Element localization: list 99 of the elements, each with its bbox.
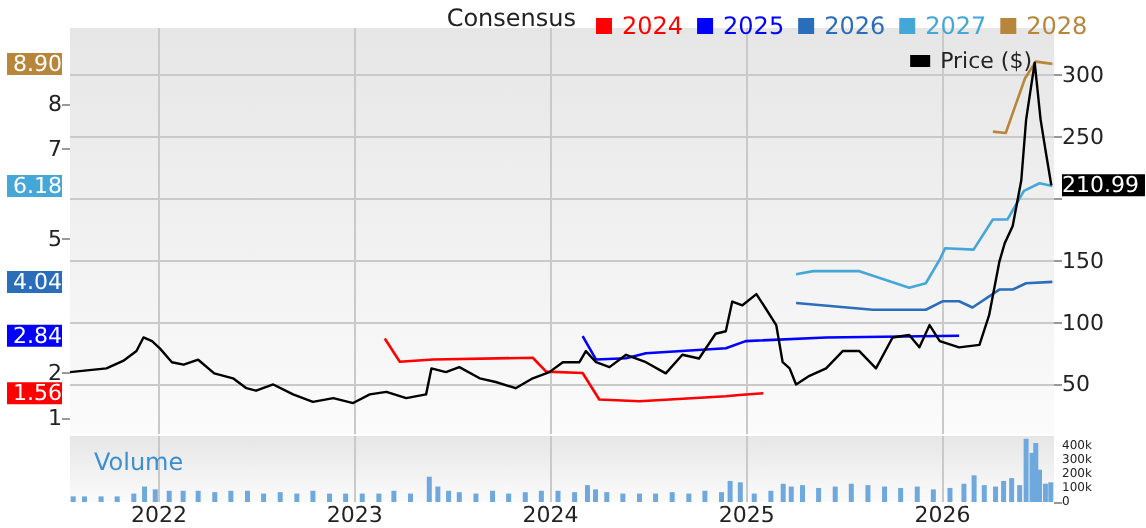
- y2-tick-label: 300: [1062, 62, 1104, 89]
- bar: [538, 490, 544, 502]
- y-tick-label: 6.18: [13, 172, 62, 199]
- bar: [1048, 482, 1054, 502]
- bar: [882, 486, 888, 502]
- bar: [490, 490, 496, 502]
- bar: [261, 493, 267, 502]
- bar: [506, 493, 512, 502]
- bar: [408, 493, 414, 502]
- x-tick-label: 2022: [131, 502, 188, 528]
- legend-label: 2024: [622, 12, 684, 40]
- bar: [737, 482, 743, 502]
- bar: [788, 486, 794, 502]
- bar: [947, 487, 953, 502]
- bar: [620, 493, 626, 502]
- x-tick-label: 2026: [914, 502, 971, 528]
- bar: [166, 490, 172, 502]
- bar: [245, 490, 250, 502]
- bar: [961, 483, 967, 502]
- legend-title: Consensus: [446, 4, 577, 32]
- text: Volume: [94, 448, 184, 476]
- bar: [727, 480, 733, 502]
- bar: [865, 485, 871, 502]
- bar: [669, 492, 675, 502]
- bar: [800, 485, 805, 502]
- bar: [593, 489, 599, 502]
- y-tick-label: 1.56: [13, 380, 62, 407]
- bar: [142, 486, 148, 502]
- legend-label: 2025: [723, 12, 785, 40]
- y2-tick-label: 210.99: [1062, 172, 1139, 199]
- legend-label: 2026: [824, 12, 886, 40]
- bar: [572, 492, 578, 502]
- y-tick-label: 1: [48, 405, 62, 432]
- bar: [719, 492, 725, 502]
- bar: [768, 490, 774, 502]
- bar: [686, 493, 692, 502]
- bar: [555, 490, 561, 502]
- bar: [456, 492, 462, 502]
- bar: [584, 485, 590, 502]
- bar: [930, 489, 936, 502]
- bar: [1009, 478, 1015, 502]
- bar: [376, 493, 382, 502]
- bar: [780, 483, 786, 502]
- bar: [636, 493, 642, 502]
- line-series: [794, 280, 1054, 312]
- bar: [653, 493, 659, 502]
- y-tick-label: 8: [48, 91, 62, 118]
- y2-tick-label: 150: [1062, 247, 1104, 274]
- bar: [81, 496, 87, 502]
- bar: [212, 492, 218, 502]
- bar: [832, 486, 838, 502]
- y2-tick-label: 100: [1062, 309, 1104, 336]
- y-tick-label: 8.90: [13, 50, 62, 77]
- bar: [310, 490, 316, 502]
- x-tick-label: 2023: [326, 502, 383, 528]
- bar: [446, 490, 452, 502]
- y-tick-label: 5: [48, 225, 62, 252]
- x-tick-label: 2024: [522, 502, 579, 528]
- bar: [327, 493, 333, 502]
- bar: [131, 493, 137, 502]
- legend-label: 2028: [1026, 12, 1088, 40]
- y-tick-label: 2.84: [13, 322, 62, 349]
- bar: [751, 493, 757, 502]
- bar: [98, 496, 104, 502]
- bar: [522, 492, 528, 502]
- y2-tick-label: 250: [1062, 123, 1104, 150]
- line-series: [581, 334, 961, 361]
- line-series: [383, 337, 765, 403]
- bar: [702, 490, 708, 502]
- bar: [604, 492, 610, 502]
- bar: [473, 493, 479, 502]
- bar: [426, 476, 432, 502]
- y-tick-label: 4.04: [13, 268, 62, 295]
- legend-label: 2027: [925, 12, 987, 40]
- bar: [277, 492, 283, 502]
- bar: [294, 493, 300, 502]
- bar: [343, 493, 349, 502]
- bar: [70, 496, 76, 502]
- bar: [114, 496, 120, 502]
- legend-label: Price ($): [940, 48, 1033, 74]
- bar: [898, 487, 904, 502]
- bar: [391, 490, 397, 502]
- bar: [180, 490, 186, 502]
- line-series: [794, 181, 1054, 290]
- y2-tick-label: 50: [1062, 371, 1090, 398]
- x-tick-label: 2025: [718, 502, 775, 528]
- bar: [1001, 480, 1007, 502]
- y-tick-label: 7: [48, 136, 62, 163]
- bar: [1023, 438, 1029, 502]
- bar: [152, 489, 158, 502]
- bar: [971, 475, 977, 502]
- bar: [848, 483, 854, 502]
- bar: [816, 487, 822, 502]
- bar: [993, 486, 999, 502]
- bar: [359, 493, 365, 502]
- bar: [914, 486, 920, 502]
- bar: [195, 490, 201, 502]
- bar: [228, 490, 234, 502]
- bar: [981, 485, 987, 502]
